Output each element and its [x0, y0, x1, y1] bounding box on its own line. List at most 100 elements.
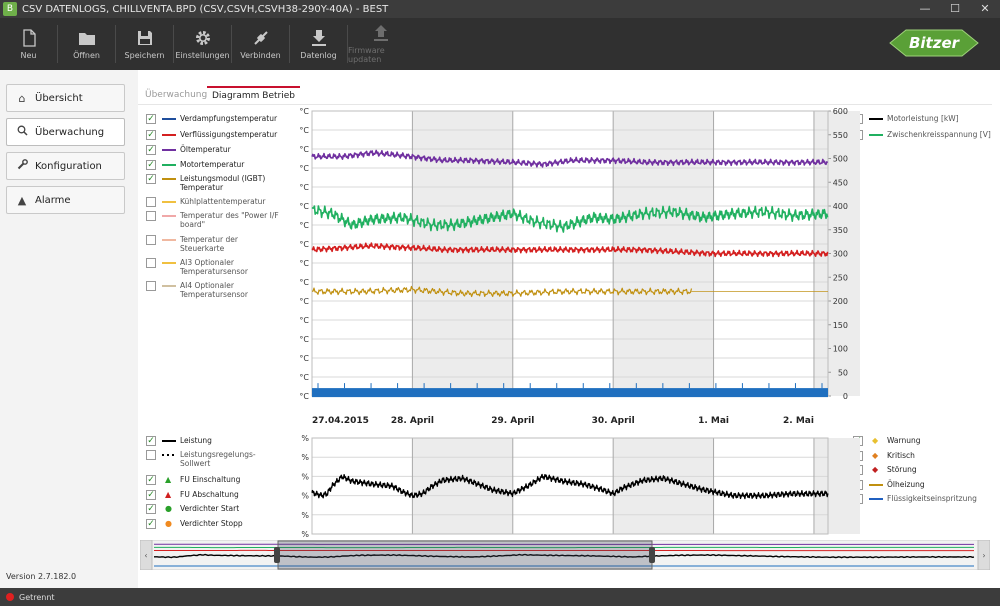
legend-swatch	[162, 215, 176, 217]
minimize-button[interactable]: —	[919, 2, 931, 15]
legend-swatch	[869, 484, 883, 486]
y-right-tick-label: 200	[833, 297, 848, 306]
legend-swatch	[162, 201, 176, 203]
chevron-right-icon[interactable]: ›	[982, 551, 985, 560]
legend-swatch	[869, 134, 883, 136]
y-right-tick-label: 150	[833, 321, 848, 330]
y-right-tick-label: 400	[833, 202, 848, 211]
datalog-button[interactable]: Datenlog	[290, 18, 347, 70]
legend-checkbox[interactable]: ✓	[146, 114, 156, 124]
scroll-left-button[interactable]	[140, 540, 153, 570]
legend-checkbox[interactable]	[146, 450, 156, 460]
legend-checkbox[interactable]	[146, 235, 156, 245]
navigator-selection-window[interactable]	[277, 540, 653, 570]
navigator-power-series	[154, 553, 975, 559]
legend-label: Verdampfungstemperatur	[180, 114, 278, 123]
legend-checkbox[interactable]: ✓	[146, 475, 156, 485]
home-icon: ⌂	[18, 91, 26, 105]
y-right-tick-label: 50	[838, 368, 848, 377]
brand-logo-text: Bitzer	[909, 34, 961, 52]
toolbar-divider	[289, 25, 290, 63]
power-chart[interactable]: 100 % 80 % 60 % 40 % 20 % 0 %	[300, 430, 860, 540]
temperature-chart[interactable]: 75 °C 70 °C 65 °C 60 °C 55 °C 50 °C 45 °C 40 °C…	[300, 108, 860, 430]
y-left-tick-label: 35 °C	[300, 259, 309, 268]
legend-checkbox[interactable]	[146, 258, 156, 268]
y-left-tick-label: 60 °C	[300, 164, 309, 173]
legend-checkbox[interactable]: ✓	[146, 519, 156, 529]
legend-label: Temperatur der Steuerkarte	[180, 235, 238, 253]
legend-swatch	[162, 440, 176, 442]
sidebar-item-konfiguration[interactable]: Konfiguration	[6, 152, 125, 180]
legend-checkbox[interactable]: ✓	[146, 145, 156, 155]
y-right-tick-label: 600	[833, 108, 848, 116]
y-right-tick-label: 250	[833, 273, 848, 282]
toolbar-divider	[347, 25, 348, 63]
legend-checkbox[interactable]: ✓	[146, 160, 156, 170]
legend-label: Temperatur des "Power I/F board"	[180, 211, 279, 229]
legend-label: Störung	[887, 465, 917, 474]
navigator-right-handle[interactable]	[649, 547, 655, 563]
settings-button[interactable]: Einstellungen	[174, 18, 231, 70]
toolbar-divider	[115, 25, 116, 63]
sidebar-item-uebersicht[interactable]: ⌂ Übersicht	[6, 84, 125, 112]
y-right-tick-label: 100	[833, 345, 848, 354]
legend-checkbox[interactable]: ✓	[146, 490, 156, 500]
toolbar-divider	[57, 25, 58, 63]
legend-label: Verdichter Start	[180, 504, 240, 513]
connect-button[interactable]: Verbinden	[232, 18, 289, 70]
legend-label: AI4 Optionaler Temperatursensor	[180, 281, 248, 299]
legend-checkbox[interactable]: ✓	[146, 436, 156, 446]
x-tick-label: 1. Mai	[698, 416, 729, 426]
y-left-tick-label: 55 °C	[300, 183, 309, 192]
y-left-tick-label: 15 °C	[300, 335, 309, 344]
y-left-tick-label: 65 °C	[300, 145, 309, 154]
scroll-right-button[interactable]	[977, 540, 990, 570]
plot-frame	[311, 437, 829, 535]
brand-logo: Bitzer	[889, 29, 979, 57]
legend-label: Kühlplattentemperatur	[180, 197, 266, 206]
legend-label: FU Einschaltung	[180, 475, 241, 484]
legend-checkbox[interactable]	[146, 281, 156, 291]
chevron-left-icon[interactable]: ‹	[144, 551, 147, 560]
legend-checkbox[interactable]: ✓	[146, 504, 156, 514]
open-button[interactable]: Öffnen	[58, 18, 115, 70]
new-button[interactable]: Neu	[0, 18, 57, 70]
new-button-label: Neu	[20, 50, 37, 60]
window-title: CSV DATENLOGS, CHILLVENTA.BPD (CSV,CSVH,…	[22, 3, 389, 15]
series-line	[311, 149, 829, 168]
legend-checkbox[interactable]: ✓	[146, 174, 156, 184]
maximize-button[interactable]: ☐	[950, 2, 960, 15]
legend-checkbox[interactable]	[146, 211, 156, 221]
legend-marker-icon: ▲	[165, 490, 172, 499]
legend-marker-icon: ◆	[872, 436, 879, 445]
version-label: Version 2.7.182.0	[6, 572, 77, 581]
save-icon	[137, 30, 152, 45]
tab-diagramm-betrieb[interactable]: Diagramm Betrieb	[207, 86, 300, 104]
legend-swatch	[162, 262, 176, 264]
close-button[interactable]: ✕	[980, 2, 990, 15]
day-band	[813, 438, 860, 534]
x-tick-label: 27.04.2015	[312, 416, 369, 426]
plug-icon	[253, 30, 268, 45]
y-left-tick-label: 45 °C	[300, 221, 309, 230]
status-bar: Getrennt	[0, 588, 1000, 606]
legend-checkbox[interactable]	[146, 197, 156, 207]
legend-marker-icon: ●	[165, 519, 172, 528]
y-right-tick-label: 550	[833, 131, 848, 140]
sidebar-item-alarme[interactable]: ▲ Alarme	[6, 186, 125, 214]
y-left-tick-label: 40 °C	[300, 240, 309, 249]
y-right-tick-label: 450	[833, 178, 848, 187]
legend-checkbox[interactable]: ✓	[146, 130, 156, 140]
y-left-tick-label: 25 °C	[300, 297, 309, 306]
y-right-tick-label: 300	[833, 250, 848, 259]
legend-marker-icon: ◆	[872, 465, 879, 474]
timeline-navigator[interactable]: ‹ ›	[140, 540, 990, 570]
tab-ueberwachung[interactable]: Überwachung	[145, 90, 208, 100]
gear-icon	[195, 30, 210, 45]
series-line	[311, 205, 829, 233]
toolbar: Neu Öffnen Speichern Einstellungen Verbi…	[0, 18, 1000, 70]
navigator-left-handle[interactable]	[274, 547, 280, 563]
sidebar-item-ueberwachung[interactable]: Überwachung	[6, 118, 125, 146]
save-button[interactable]: Speichern	[116, 18, 173, 70]
sidebar-item-label: Konfiguration	[35, 160, 102, 172]
